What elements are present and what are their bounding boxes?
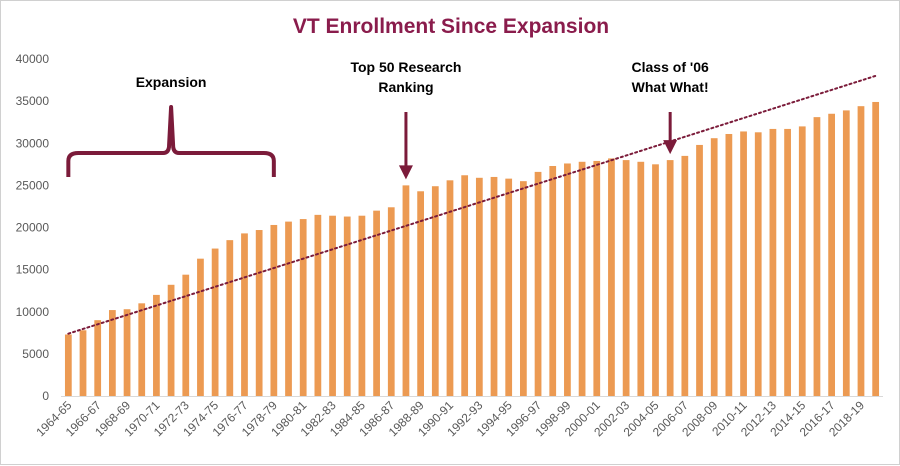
y-tick-label: 35000 — [16, 94, 50, 108]
bar-1983-84 — [343, 216, 351, 396]
annotation-text: Expansion — [136, 74, 207, 90]
bar-2004-05 — [652, 164, 659, 396]
bar-2013-14 — [784, 128, 791, 396]
bar-2003-04 — [637, 161, 645, 396]
bar-2000-01 — [593, 160, 601, 396]
bar-2009-10 — [725, 133, 733, 397]
bar-2016-17 — [828, 113, 836, 396]
y-tick-label: 25000 — [16, 178, 50, 192]
bar-1996-97 — [534, 171, 542, 396]
bar-1993-94 — [490, 176, 498, 396]
bar-1980-81 — [299, 219, 307, 396]
y-tick-label: 0 — [42, 389, 49, 403]
bar-1994-95 — [505, 178, 513, 396]
bar-2007-08 — [696, 144, 703, 396]
y-tick-label: 20000 — [16, 221, 50, 235]
annotation-text: Class of '06 — [632, 59, 709, 75]
bar-2002-03 — [622, 160, 630, 396]
bar-1971-72 — [167, 284, 175, 396]
bar-2005-06 — [666, 160, 674, 396]
bar-1969-70 — [138, 303, 146, 396]
bar-2006-07 — [681, 155, 689, 396]
bar-1995-96 — [519, 181, 527, 396]
bar-2015-16 — [813, 117, 821, 396]
y-tick-label: 5000 — [22, 347, 49, 361]
y-tick-label: 10000 — [16, 305, 50, 319]
bar-1992-93 — [475, 177, 483, 396]
bar-1970-71 — [153, 294, 160, 396]
bar-1984-85 — [358, 215, 366, 396]
bar-1968-69 — [123, 309, 131, 396]
bar-1986-87 — [387, 207, 395, 396]
bar-2019-20 — [872, 101, 880, 396]
bar-2017-18 — [842, 110, 850, 396]
bar-2014-15 — [798, 126, 806, 397]
bar-1997-98 — [549, 165, 557, 396]
bar-1966-67 — [94, 320, 102, 396]
chart-title: VT Enrollment Since Expansion — [292, 15, 610, 38]
bar-2010-11 — [740, 131, 747, 396]
bar-1988-89 — [417, 191, 425, 396]
y-tick-label: 30000 — [16, 136, 50, 150]
bar-1975-76 — [226, 240, 234, 396]
bar-1974-75 — [211, 248, 219, 396]
bar-1981-82 — [314, 214, 322, 396]
annotation-text: Ranking — [378, 79, 433, 95]
bar-2008-09 — [710, 138, 718, 396]
annotation-arrow-head — [663, 140, 678, 155]
bar-2001-02 — [608, 158, 615, 396]
trend-line — [67, 74, 877, 335]
y-tick-label: 40000 — [16, 52, 50, 66]
bar-1998-99 — [564, 163, 571, 396]
bar-1979-80 — [285, 221, 292, 396]
y-tick-label: 15000 — [16, 263, 50, 277]
bar-2011-12 — [754, 132, 762, 397]
bar-1967-68 — [108, 310, 116, 396]
bar-1985-86 — [373, 210, 380, 396]
bar-2018-19 — [857, 106, 865, 397]
bar-1987-88 — [402, 185, 410, 396]
bar-2012-13 — [769, 128, 777, 396]
bar-1999-00 — [578, 161, 586, 396]
bar-1991-92 — [461, 175, 469, 396]
bar-1990-91 — [446, 180, 454, 396]
bar-1973-74 — [197, 258, 204, 396]
annotation-arrow-head — [398, 165, 413, 180]
expansion-brace — [66, 105, 276, 177]
bar-1964-65 — [64, 334, 72, 396]
bar-1976-77 — [241, 233, 248, 396]
bar-1989-90 — [431, 186, 439, 396]
annotation-text: Top 50 Research — [350, 59, 461, 75]
annotation-text: What What! — [632, 79, 709, 95]
bar-1977-78 — [255, 230, 263, 396]
bar-1978-79 — [270, 224, 278, 396]
bar-1965-66 — [79, 330, 87, 396]
bar-1982-83 — [329, 215, 336, 396]
bar-1972-73 — [182, 274, 190, 396]
